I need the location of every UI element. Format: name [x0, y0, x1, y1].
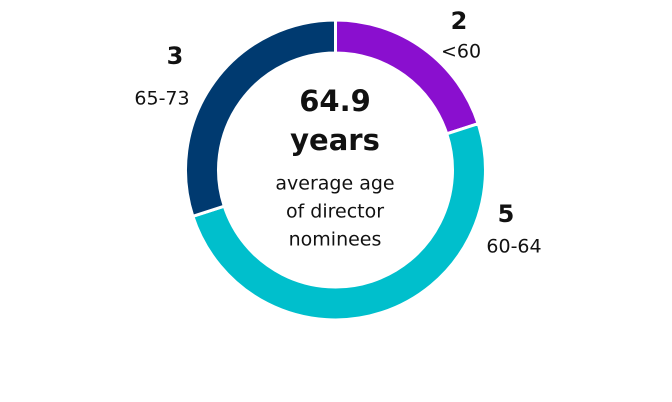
donut-slice	[184, 18, 337, 219]
center-caption: average age	[275, 173, 394, 195]
center-caption: of director	[286, 201, 384, 223]
donut-slice	[190, 121, 487, 322]
slice-value-label: 5	[498, 200, 515, 228]
slice-category-label: 60-64	[486, 236, 541, 258]
slice-value-label: 2	[451, 7, 468, 35]
slice-category-label: 65-73	[134, 88, 189, 110]
center-caption: nominees	[289, 229, 382, 251]
center-value: 64.9	[299, 84, 371, 118]
slice-category-label: <60	[441, 41, 481, 63]
center-unit: years	[290, 123, 380, 157]
slice-value-label: 3	[167, 42, 184, 70]
